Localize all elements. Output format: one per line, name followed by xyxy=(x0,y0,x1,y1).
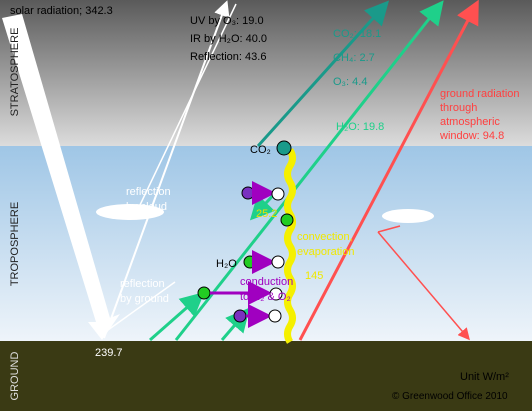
cloud-reflection-label: by cloud xyxy=(126,201,167,213)
ground-absorbed-value: 239.7 xyxy=(95,347,123,359)
absorption-label: UV by O₃: 19.0 xyxy=(190,15,264,27)
solar-label: solar radiation; 342.3 xyxy=(10,5,113,17)
greenhouse-label: CH₄: 2.7 xyxy=(333,52,375,64)
window-arrow xyxy=(298,0,479,341)
layer-label: TROPOSPHERE xyxy=(9,202,21,286)
greenhouse-label: H₂O: 19.8 xyxy=(336,121,384,133)
conduction-label: conduction xyxy=(240,276,293,288)
greenhouse-label: CO₂: 18.1 xyxy=(333,28,381,40)
absorption-label: Reflection: 43.6 xyxy=(190,51,266,63)
cloud xyxy=(382,209,434,223)
window-label: through xyxy=(440,102,477,114)
layer-label: GROUND xyxy=(9,352,21,401)
ir-arrow xyxy=(149,292,205,342)
greenhouse-label: O₃: 4.4 xyxy=(333,76,367,88)
reflection-line xyxy=(103,0,230,339)
unit-label: Unit W/m² xyxy=(460,371,509,383)
convection-label: convection, xyxy=(297,231,353,243)
ground-reflection-label: reflection xyxy=(120,278,165,290)
cloud xyxy=(96,204,164,220)
window-label: window: 94.8 xyxy=(439,130,504,142)
co2-label: CO₂ xyxy=(250,144,271,156)
convection-value: 145 xyxy=(305,270,323,282)
h2o-label: H₂O xyxy=(216,258,237,270)
convection-column xyxy=(284,148,296,344)
molecules xyxy=(197,140,294,328)
window-arrow xyxy=(377,225,401,233)
solar-arrow xyxy=(2,14,120,340)
reflection-line xyxy=(107,281,176,331)
ground-band xyxy=(0,341,532,411)
conduction-label: to N₂ & O₂ xyxy=(240,291,291,303)
ground-reflection-label: by ground xyxy=(120,293,169,305)
absorption-label: IR by H₂O: 40.0 xyxy=(190,33,267,45)
latent-value: 25.2 xyxy=(256,208,277,220)
layer-label: STRATOSPHERE xyxy=(9,28,21,117)
ir-arrow xyxy=(174,0,444,341)
window-arrow xyxy=(377,231,470,341)
window-label: atmospheric xyxy=(440,116,500,128)
convection-label: evaporation xyxy=(297,246,355,258)
reflection-line xyxy=(139,3,237,206)
cloud-reflection-label: reflection xyxy=(126,186,171,198)
greenhouse-arrow xyxy=(256,0,390,148)
credit: © Greenwood Office 2010 xyxy=(392,391,508,402)
window-label: ground radiation xyxy=(440,88,520,100)
